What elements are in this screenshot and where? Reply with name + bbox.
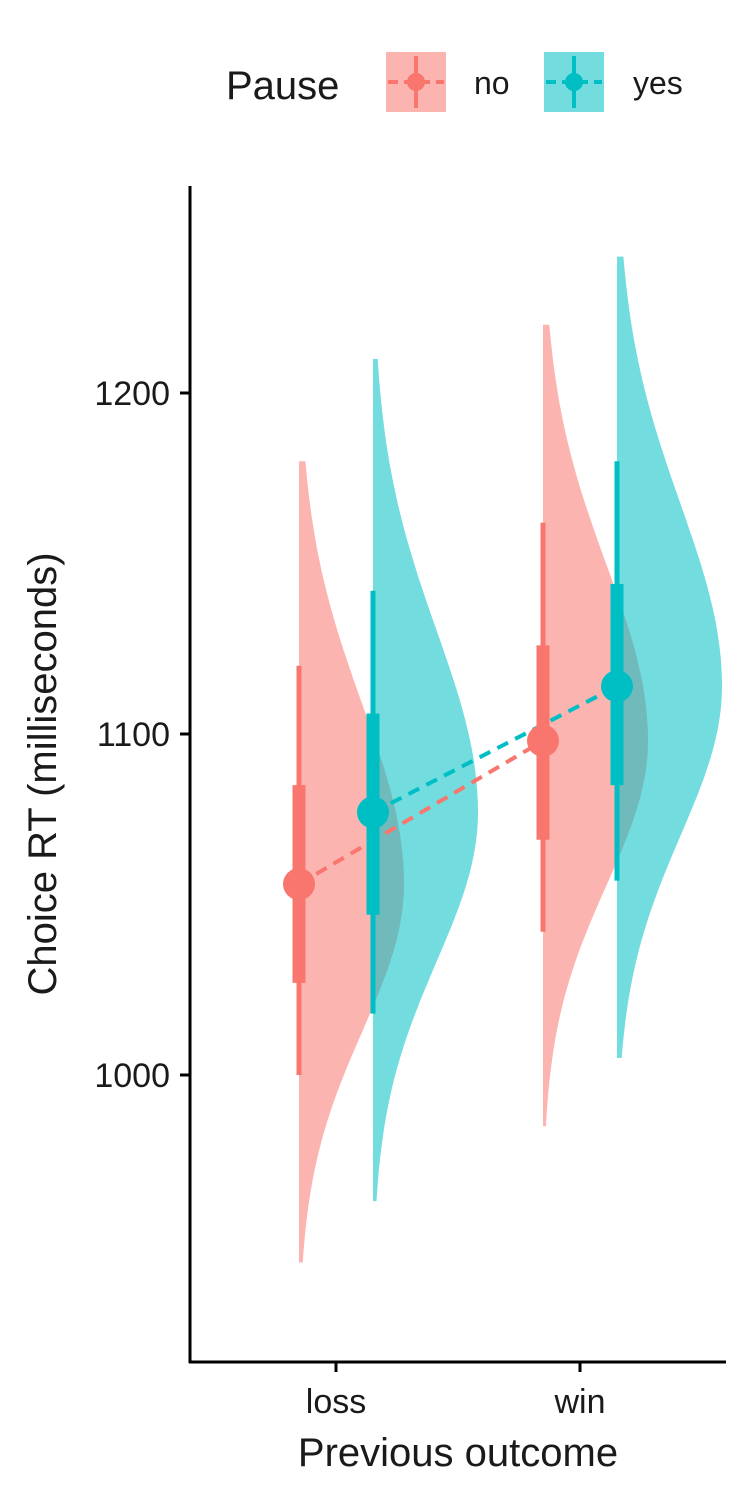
legend-entries: no yes bbox=[386, 52, 683, 112]
pointrange-layer bbox=[283, 461, 633, 1075]
point-yes-loss bbox=[357, 796, 389, 829]
y-tick-label: 1000 bbox=[94, 1057, 170, 1095]
y-axis-title: Choice RT (milliseconds) bbox=[21, 552, 65, 995]
legend-label-no: no bbox=[474, 65, 510, 101]
point-no-win bbox=[527, 724, 559, 757]
y-tick-label: 1100 bbox=[97, 716, 170, 754]
point-no-loss bbox=[283, 868, 315, 901]
legend-entry-yes: yes bbox=[544, 52, 683, 112]
density-layer bbox=[299, 256, 722, 1263]
legend: Pause no yes bbox=[226, 52, 683, 112]
legend-label-yes: yes bbox=[633, 65, 683, 101]
density-no-loss bbox=[299, 461, 404, 1263]
x-axis-title: Previous outcome bbox=[298, 1431, 618, 1475]
series-lines bbox=[297, 684, 618, 886]
x-ticks: loss win bbox=[306, 1362, 606, 1421]
legend-entry-no: no bbox=[386, 52, 510, 112]
point-yes-win bbox=[601, 670, 633, 703]
density-yes-win bbox=[617, 256, 722, 1059]
legend-title: Pause bbox=[226, 64, 339, 108]
axes: 1000 1100 1200 loss win bbox=[94, 186, 726, 1421]
series-line-yes bbox=[372, 684, 618, 815]
legend-key-point bbox=[407, 73, 425, 91]
legend-key-point bbox=[565, 73, 583, 91]
density-no-win bbox=[543, 324, 648, 1127]
series-line-no bbox=[297, 739, 545, 886]
y-ticks: 1000 1100 1200 bbox=[94, 375, 190, 1095]
x-tick-label: loss bbox=[306, 1383, 366, 1421]
density-yes-loss bbox=[373, 358, 478, 1202]
y-tick-label: 1200 bbox=[94, 375, 170, 413]
x-tick-label: win bbox=[553, 1383, 605, 1421]
